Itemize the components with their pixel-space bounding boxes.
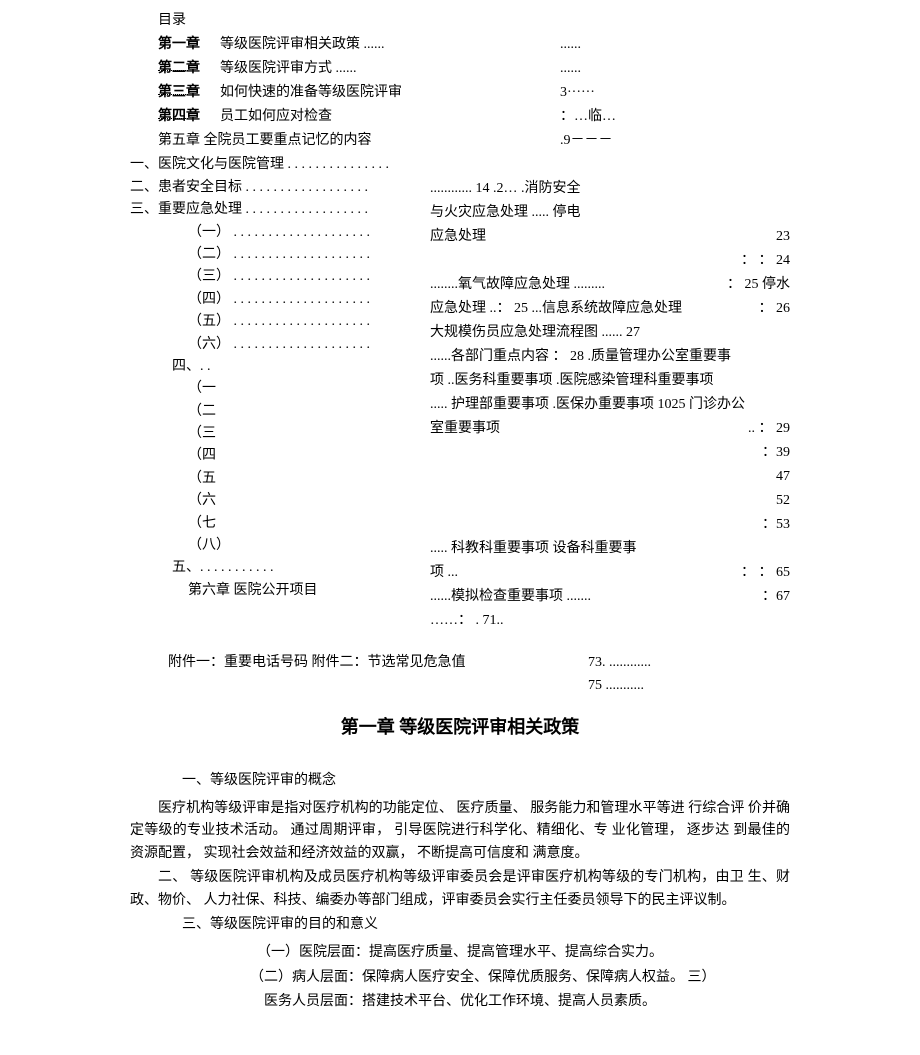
section-3-item-1: （一）医院层面：提高医疗质量、提高管理水平、提高综合实力。 [130, 942, 790, 964]
toc-sub4-2: （二 [188, 401, 420, 423]
toc-left-column: 一、医院文化与医院管理 . . . . . . . . . . . . . . … [130, 154, 420, 602]
toc-row-ch5: 第五章 全院员工要重点记忆的内容 .9－－－ [130, 130, 790, 154]
ch4-right: ：…临… [560, 106, 616, 128]
r-line-11: 室重要事项.. ： 29 [430, 418, 790, 442]
ch3-right: 3······ [560, 82, 595, 104]
toc-right-column: ............ 14 .2… .消防安全 与火灾应急处理 ..... … [430, 154, 790, 634]
r-line-2: 与火灾应急处理 ..... 停电 [430, 202, 790, 226]
toc-sub4-3: （三 [188, 423, 420, 445]
section-3-item-2: （二）病人层面：保障病人医疗安全、保障优质服务、保障病人权益。 三） [250, 967, 790, 989]
toc-sub3-3: （三） . . . . . . . . . . . . . . . . . . … [188, 266, 420, 288]
r-line-10: ..... 护理部重要事项 .医保办重要事项 1025 门诊办公 [430, 394, 790, 418]
toc-item-safety: 二、患者安全目标 . . . . . . . . . . . . . . . .… [130, 177, 420, 199]
section-1-body: 医疗机构等级评审是指对医疗机构的功能定位、 医疗质量、 服务能力和管理水平等进 … [130, 798, 790, 865]
toc-item-4: 四、. . [172, 356, 420, 378]
section-3-title: 三、等级医院评审的目的和意义 [182, 914, 790, 936]
r-line-7: 大规模伤员应急处理流程图 ...... 27 [430, 322, 790, 346]
attachment-page-2: 75 ........... [588, 675, 644, 697]
toc-title: 目录 [158, 10, 790, 32]
toc-sub4-5: （五 [188, 468, 420, 490]
toc-sub4-1: （一 [188, 378, 420, 400]
ch5-right: .9－－－ [560, 130, 613, 152]
toc-row-ch4: 第四章 员工如何应对检查 ：…临… [130, 106, 790, 130]
chapter-1-text: 等级医院评审相关政策 [220, 34, 385, 56]
toc-sub4-6: （六 [188, 490, 420, 512]
toc-row-ch1: 第一章 等级医院评审相关政策 ...... [130, 34, 790, 58]
section-1-title: 一、等级医院评审的概念 [182, 770, 790, 792]
toc-sub3-1: （一） . . . . . . . . . . . . . . . . . . … [188, 222, 420, 244]
attachments-row: 附件一：重要电话号码 附件二：节选常见危急值 73. ............ [168, 652, 790, 674]
chapter-4-text: 员工如何应对检查 [220, 106, 332, 128]
chapter-2-text: 等级医院评审方式 [220, 58, 357, 80]
r-line-14: 52 [430, 490, 790, 514]
toc-sub4-8: （八） [188, 535, 420, 557]
section-3-item-3: 医务人员层面：搭建技术平台、优化工作环境、提高人员素质。 [130, 991, 790, 1013]
ch1-right: ...... [560, 34, 581, 56]
r-line-3: 应急处理23 [430, 226, 790, 250]
toc-item-culture: 一、医院文化与医院管理 . . . . . . . . . . . . . . … [130, 154, 420, 176]
ch2-right: ...... [560, 58, 581, 80]
r-line-6: 应急处理 ..： 25 ...信息系统故障应急处理： 26 [430, 298, 790, 322]
toc-sub3-5: （五） . . . . . . . . . . . . . . . . . . … [188, 311, 420, 333]
attachment-page-1: 73. ............ [588, 652, 651, 674]
r-line-15: ：53 [430, 514, 790, 538]
toc-row-ch2: 第二章 等级医院评审方式 ...... [130, 58, 790, 82]
r-line-17: 项 ... ： ： 65 [430, 562, 790, 586]
r-line-18: ......模拟检查重要事项 .......：67 [430, 586, 790, 610]
toc-sub3-2: （二） . . . . . . . . . . . . . . . . . . … [188, 244, 420, 266]
chapter-4-label: 第四章 [158, 106, 200, 128]
r-line-9: 项 ..医务科重要事项 .医院感染管理科重要事项 [430, 370, 790, 394]
r-line-19: ……： . 71.. [430, 610, 790, 634]
toc-chapter6: 第六章 医院公开项目 [188, 580, 420, 602]
attachments-text: 附件一：重要电话号码 附件二：节选常见危急值 [168, 655, 466, 670]
toc-item-5: 五、. . . . . . . . . . . [172, 557, 420, 579]
toc-row-ch3: 第三章 如何快速的准备等级医院评审 3······ [130, 82, 790, 106]
toc-sub4-4: （四 [188, 445, 420, 467]
chapter-1-heading: 第一章 等级医院评审相关政策 [130, 713, 790, 742]
r-line-5: ........氧气故障应急处理 .........： 25 停水 [430, 274, 790, 298]
toc-sub4-7: （七 [188, 513, 420, 535]
chapter-3-text: 如何快速的准备等级医院评审 [220, 82, 402, 104]
toc-sub3-4: （四） . . . . . . . . . . . . . . . . . . … [188, 289, 420, 311]
section-2-body: 二、 等级医院评审机构及成员医疗机构等级评审委员会是评审医疗机构等级的专门机构，… [130, 867, 790, 912]
chapter-5-label: 第五章 全院员工要重点记忆的内容 [158, 130, 372, 152]
r-line-13: 47 [430, 466, 790, 490]
toc-sub3-6: （六） . . . . . . . . . . . . . . . . . . … [188, 334, 420, 356]
r-line-16: ..... 科教科重要事项 设备科重要事 [430, 538, 790, 562]
toc-item-emergency: 三、重要应急处理 . . . . . . . . . . . . . . . .… [130, 199, 420, 221]
r-line-4: ： ： 24 [430, 250, 790, 274]
r-line-1: ............ 14 .2… .消防安全 [430, 178, 790, 202]
r-line-12: ：39 [430, 442, 790, 466]
r-line-8: ......各部门重点内容 ： 28 .质量管理办公室重要事 [430, 346, 790, 370]
